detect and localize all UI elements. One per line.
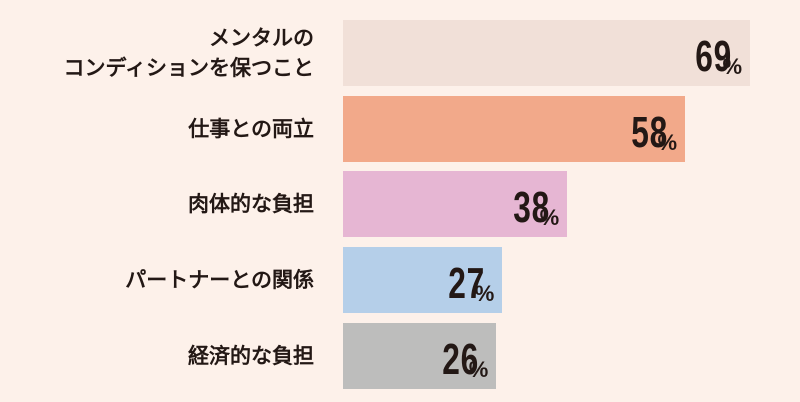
bar bbox=[343, 247, 503, 314]
value-label-box: 58% bbox=[343, 96, 677, 162]
value-label-box: 27% bbox=[343, 247, 494, 313]
value-label: 26 bbox=[442, 334, 479, 384]
bar bbox=[343, 20, 750, 86]
bar bbox=[343, 322, 497, 389]
value-unit: % bbox=[474, 281, 495, 307]
bar bbox=[343, 171, 568, 238]
value-label-box: 26% bbox=[343, 323, 488, 389]
category-label: メンタルの コンディションを保つこと bbox=[63, 26, 314, 80]
value-label-box: 69% bbox=[343, 20, 742, 86]
value-label: 58 bbox=[630, 107, 668, 157]
category-label: 肉体的な負担 bbox=[188, 192, 314, 217]
category-label: 仕事との両立 bbox=[188, 116, 314, 141]
value-unit: % bbox=[722, 54, 742, 79]
value-unit: % bbox=[468, 356, 489, 382]
category-label: パートナーとの関係 bbox=[125, 268, 314, 293]
value-label: 27 bbox=[448, 259, 485, 309]
value-unit: % bbox=[657, 129, 678, 155]
value-unit: % bbox=[539, 205, 560, 231]
value-label: 69 bbox=[695, 32, 733, 81]
bar bbox=[343, 95, 686, 162]
value-label-box: 38% bbox=[343, 171, 559, 237]
value-label: 38 bbox=[512, 183, 550, 233]
category-label: 経済的な負担 bbox=[188, 343, 314, 368]
